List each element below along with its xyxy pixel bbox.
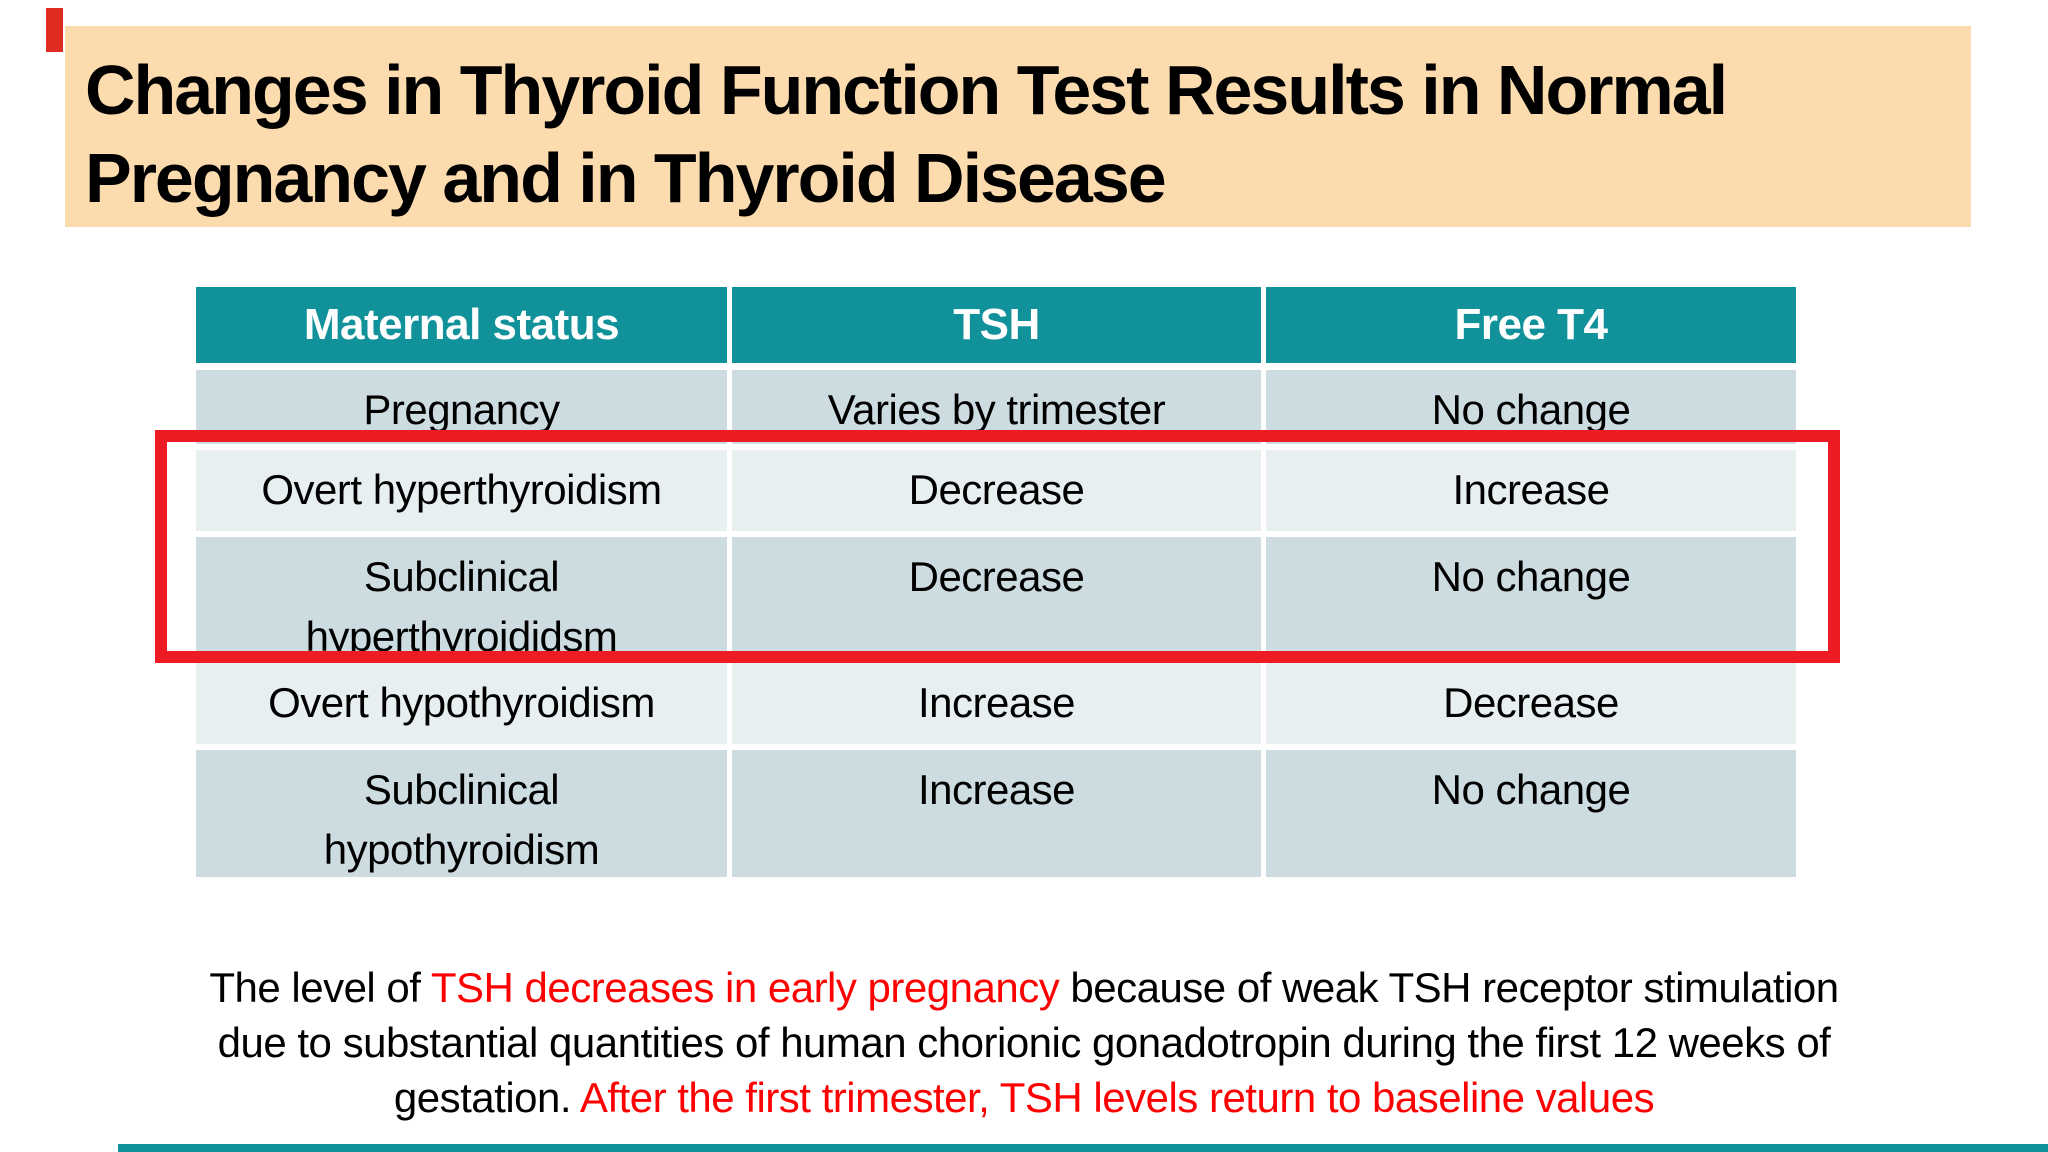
red-accent-bar (46, 8, 63, 52)
footer-text: gestation. (393, 1074, 580, 1121)
footer-line-2: due to substantial quantities of human c… (0, 1015, 2048, 1070)
red-highlight-box (155, 430, 1840, 663)
header-cell-free-t4: Free T4 (1266, 287, 1796, 363)
cell-maternal-status: Overt hypothyroidism (196, 663, 727, 744)
slide-title-line2: Pregnancy and in Thyroid Disease (85, 139, 1167, 217)
footer-line-3: gestation. After the first trimester, TS… (0, 1070, 2048, 1125)
table-row-subclinical-hypothyroidism: Subclinical hypothyroidism Increase No c… (196, 750, 1796, 877)
thyroid-table: Maternal status TSH Free T4 Pregnancy Va… (196, 287, 1796, 877)
cell-maternal-status: Subclinical hypothyroidism (196, 750, 727, 877)
footer-text: because of weak TSH receptor stimulation (1059, 964, 1839, 1011)
cell-free-t4: No change (1266, 537, 1796, 656)
title-box: Changes in Thyroid Function Test Results… (65, 26, 1971, 227)
footer-line-1: The level of TSH decreases in early preg… (0, 960, 2048, 1015)
header-cell-tsh: TSH (732, 287, 1261, 363)
cell-tsh: Increase (732, 663, 1261, 744)
table-row-subclinical-hyperthyroidism: Subclinical hyperthyroididsm Decrease No… (196, 537, 1796, 660)
footer-text-red: TSH decreases in early pregnancy (430, 964, 1060, 1011)
table-row-overt-hypothyroidism: Overt hypothyroidism Increase Decrease (196, 663, 1796, 744)
cell-free-t4: Increase (1266, 450, 1796, 531)
footer-text: due to substantial quantities of human c… (217, 1019, 1831, 1066)
cell-free-t4: No change (1266, 750, 1796, 877)
footer-text: The level of (209, 964, 431, 1011)
cell-maternal-status: Subclinical hyperthyroididsm (196, 537, 727, 660)
cell-tsh: Decrease (732, 537, 1261, 656)
footer-text-red: After the first trimester, TSH levels re… (579, 1074, 1655, 1121)
cell-tsh: Increase (732, 750, 1261, 877)
footer-note: The level of TSH decreases in early preg… (0, 960, 2048, 1125)
header-cell-maternal-status: Maternal status (196, 287, 727, 363)
table-row-overt-hyperthyroidism: Overt hyperthyroidism Decrease Increase (196, 450, 1796, 531)
cell-free-t4: Decrease (1266, 663, 1796, 744)
cell-tsh: Decrease (732, 450, 1261, 531)
bottom-teal-strip (118, 1144, 2048, 1152)
cell-maternal-status: Overt hyperthyroidism (196, 450, 727, 531)
slide-title-line1: Changes in Thyroid Function Test Results… (85, 51, 1728, 129)
table-header-row: Maternal status TSH Free T4 (196, 287, 1796, 363)
